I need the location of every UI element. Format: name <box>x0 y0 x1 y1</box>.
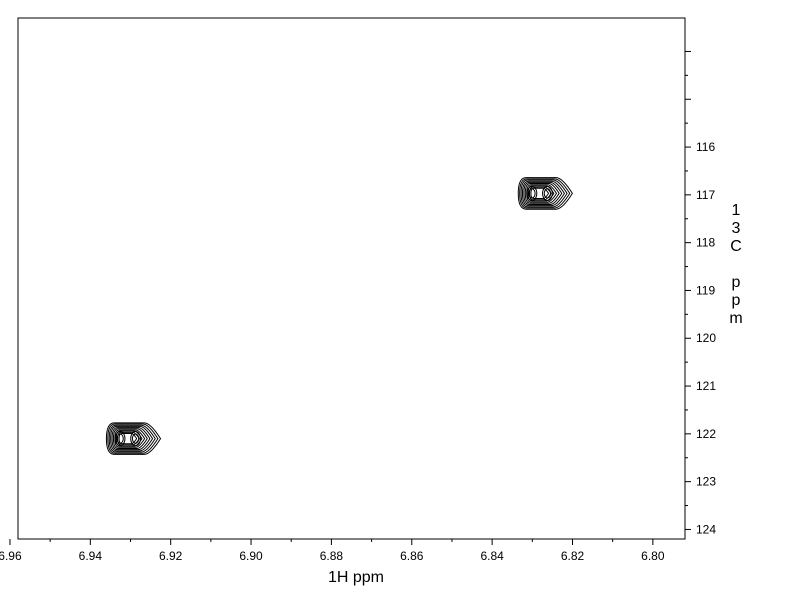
x-tick-label: 6.88 <box>320 549 344 563</box>
contour-level <box>107 423 159 454</box>
contour-level <box>526 184 558 203</box>
x-axis-title: 1H ppm <box>328 569 384 586</box>
peak-1 <box>105 422 162 455</box>
contour-core <box>130 431 141 447</box>
y-tick-label: 124 <box>696 522 716 536</box>
peak-contours <box>105 177 573 455</box>
contour-core <box>116 433 124 444</box>
y-axis-title-char: 1 <box>732 202 741 219</box>
y-tick-label: 119 <box>696 283 715 297</box>
y-tick-label: 118 <box>696 236 715 250</box>
contour-level <box>527 185 555 202</box>
x-tick-label: 6.82 <box>561 549 585 563</box>
y-tick-label: 121 <box>696 379 716 393</box>
x-tick-label: 6.90 <box>239 549 263 563</box>
contour-core <box>131 433 140 444</box>
contour-level <box>524 183 560 204</box>
contour-core <box>542 185 553 202</box>
contour-level <box>521 180 566 207</box>
contour-level <box>530 187 550 200</box>
contour-level <box>523 181 563 205</box>
contour-core <box>114 431 126 447</box>
x-tick-label: 6.92 <box>159 549 183 563</box>
contour-level <box>115 430 143 447</box>
contour-level <box>110 425 154 452</box>
y-axis-title-char: C <box>730 238 742 255</box>
y-axis-title-char: 3 <box>732 220 741 237</box>
x-axis: 6.96 6.94 6.92 6.90 6.88 6.86 6.84 6.82 6.80 <box>0 539 665 563</box>
contour-level <box>112 428 148 449</box>
y-tick-label: 122 <box>696 427 716 441</box>
y-axis-title-char: p <box>732 274 741 291</box>
y-tick-label: 116 <box>696 140 715 154</box>
y-tick-label: 120 <box>696 331 716 345</box>
contour-level <box>114 429 146 448</box>
plot-area-frame <box>17 17 686 540</box>
x-tick-label: 6.84 <box>480 549 504 563</box>
contour-level <box>108 424 156 453</box>
contour-core <box>526 185 538 202</box>
contour-level <box>105 422 162 455</box>
contour-level <box>520 179 568 208</box>
x-tick-label: 6.80 <box>641 549 665 563</box>
peak-2 <box>517 177 573 210</box>
y-axis: 116 117 118 119 120 121 122 123 124 <box>685 50 716 536</box>
x-tick-label: 6.86 <box>400 549 424 563</box>
x-tick-label: 6.94 <box>79 549 103 563</box>
contour-level <box>118 432 138 445</box>
contour-level <box>517 177 573 210</box>
y-axis-title-char: p <box>732 292 741 309</box>
y-axis-title-char: m <box>729 310 742 327</box>
contour-core <box>528 188 536 199</box>
contour-level <box>111 427 151 451</box>
y-tick-label: 117 <box>696 188 715 202</box>
contour-level <box>519 178 571 209</box>
y-tick-label: 123 <box>696 475 716 489</box>
contour-core <box>543 188 552 199</box>
x-tick-label: 6.96 <box>0 549 22 563</box>
